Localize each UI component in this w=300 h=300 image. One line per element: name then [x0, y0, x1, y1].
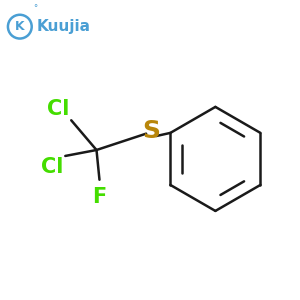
Text: Cl: Cl	[47, 99, 70, 119]
Text: °: °	[33, 4, 37, 13]
Text: Kuujia: Kuujia	[37, 19, 91, 34]
Text: K: K	[15, 20, 25, 33]
Text: Cl: Cl	[41, 158, 64, 177]
Text: F: F	[92, 187, 106, 207]
Text: S: S	[142, 119, 160, 143]
